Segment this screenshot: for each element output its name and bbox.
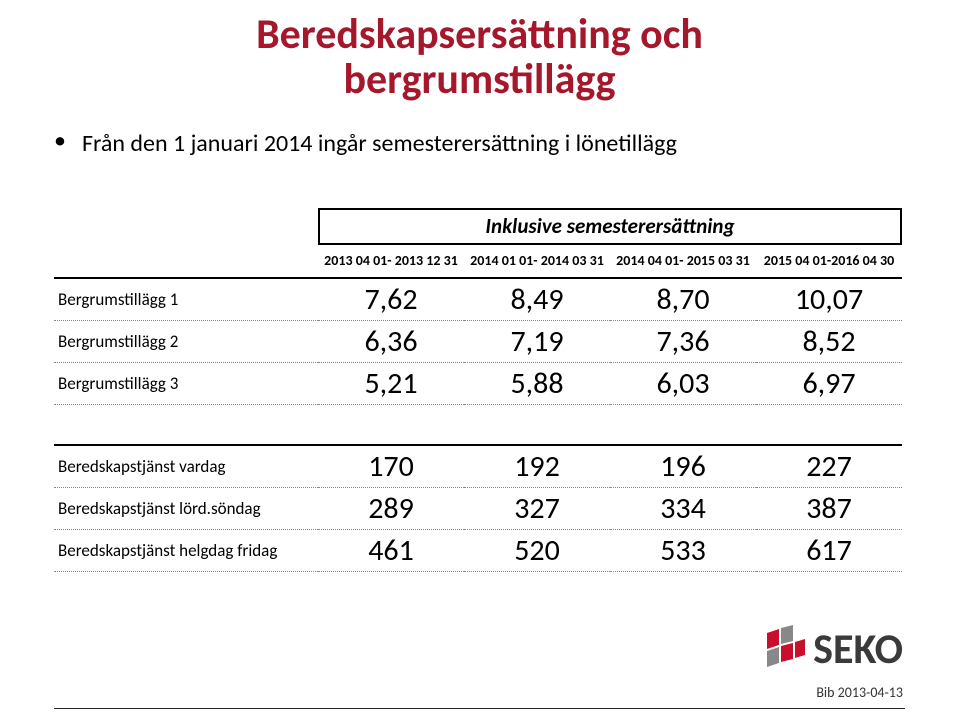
cell-value: 387	[756, 488, 902, 530]
col-header-period-2: 2014 01 01- 2014 03 31	[464, 246, 610, 278]
col-header-period-4: 2015 04 01-2016 04 30	[756, 246, 902, 278]
cell-value: 8,49	[464, 278, 610, 321]
cell-value: 520	[464, 530, 610, 572]
cell-value: 196	[610, 445, 756, 488]
row-label: Bergrumstillägg 1	[54, 278, 318, 321]
col-header-period-1: 2013 04 01- 2013 12 31	[318, 246, 464, 278]
seko-logo-icon	[761, 625, 805, 675]
cell-value: 6,36	[318, 321, 464, 363]
slide-title: Beredskapsersättning och bergrumstillägg	[0, 0, 959, 103]
cell-value: 10,07	[756, 278, 902, 321]
cell-value: 327	[464, 488, 610, 530]
footer-date: Bib 2013-04-13	[816, 684, 903, 701]
cell-value: 7,19	[464, 321, 610, 363]
col-header-empty	[54, 246, 318, 278]
cell-value: 289	[318, 488, 464, 530]
table-row: Bergrumstillägg 2 6,36 7,19 7,36 8,52	[54, 321, 902, 363]
table-row: Bergrumstillägg 3 5,21 5,88 6,03 6,97	[54, 363, 902, 405]
cell-value: 7,62	[318, 278, 464, 321]
title-line-1: Beredskapsersättning och	[0, 12, 959, 57]
table-row: Bergrumstillägg 1 7,62 8,49 8,70 10,07	[54, 278, 902, 321]
cell-value: 5,88	[464, 363, 610, 405]
table-row: Beredskapstjänst vardag 170 192 196 227	[54, 445, 902, 488]
row-label: Beredskapstjänst helgdag fridag	[54, 530, 318, 572]
footer-divider	[54, 708, 905, 709]
seko-logo: SEKO	[761, 624, 903, 675]
cell-value: 617	[756, 530, 902, 572]
table-header-row: 2013 04 01- 2013 12 31 2014 01 01- 2014 …	[54, 246, 902, 278]
cell-value: 8,70	[610, 278, 756, 321]
table-bergrumstillagg: 2013 04 01- 2013 12 31 2014 01 01- 2014 …	[54, 246, 902, 405]
cell-value: 6,97	[756, 363, 902, 405]
cell-value: 227	[756, 445, 902, 488]
row-label: Bergrumstillägg 2	[54, 321, 318, 363]
inclusive-box: Inklusive semesterersättning	[318, 208, 902, 245]
slide: Beredskapsersättning och bergrumstillägg…	[0, 0, 959, 717]
cell-value: 6,03	[610, 363, 756, 405]
row-label: Bergrumstillägg 3	[54, 363, 318, 405]
row-label: Beredskapstjänst vardag	[54, 445, 318, 488]
row-label: Beredskapstjänst lörd.söndag	[54, 488, 318, 530]
inclusive-box-wrap: Inklusive semesterersättning	[318, 208, 902, 245]
col-header-period-3: 2014 04 01- 2015 03 31	[610, 246, 756, 278]
cell-value: 334	[610, 488, 756, 530]
bullet-text: Från den 1 januari 2014 ingår semesterer…	[82, 129, 677, 158]
seko-logo-word: SEKO	[813, 624, 903, 675]
cell-value: 170	[318, 445, 464, 488]
cell-value: 533	[610, 530, 756, 572]
table-row: Beredskapstjänst lörd.söndag 289 327 334…	[54, 488, 902, 530]
bullet-item: Från den 1 januari 2014 ingår semesterer…	[54, 129, 959, 158]
table-beredskapstjanst: Beredskapstjänst vardag 170 192 196 227 …	[54, 444, 902, 572]
title-line-2: bergrumstillägg	[0, 57, 959, 102]
table-row: Beredskapstjänst helgdag fridag 461 520 …	[54, 530, 902, 572]
cell-value: 7,36	[610, 321, 756, 363]
cell-value: 192	[464, 445, 610, 488]
cell-value: 461	[318, 530, 464, 572]
cell-value: 5,21	[318, 363, 464, 405]
cell-value: 8,52	[756, 321, 902, 363]
